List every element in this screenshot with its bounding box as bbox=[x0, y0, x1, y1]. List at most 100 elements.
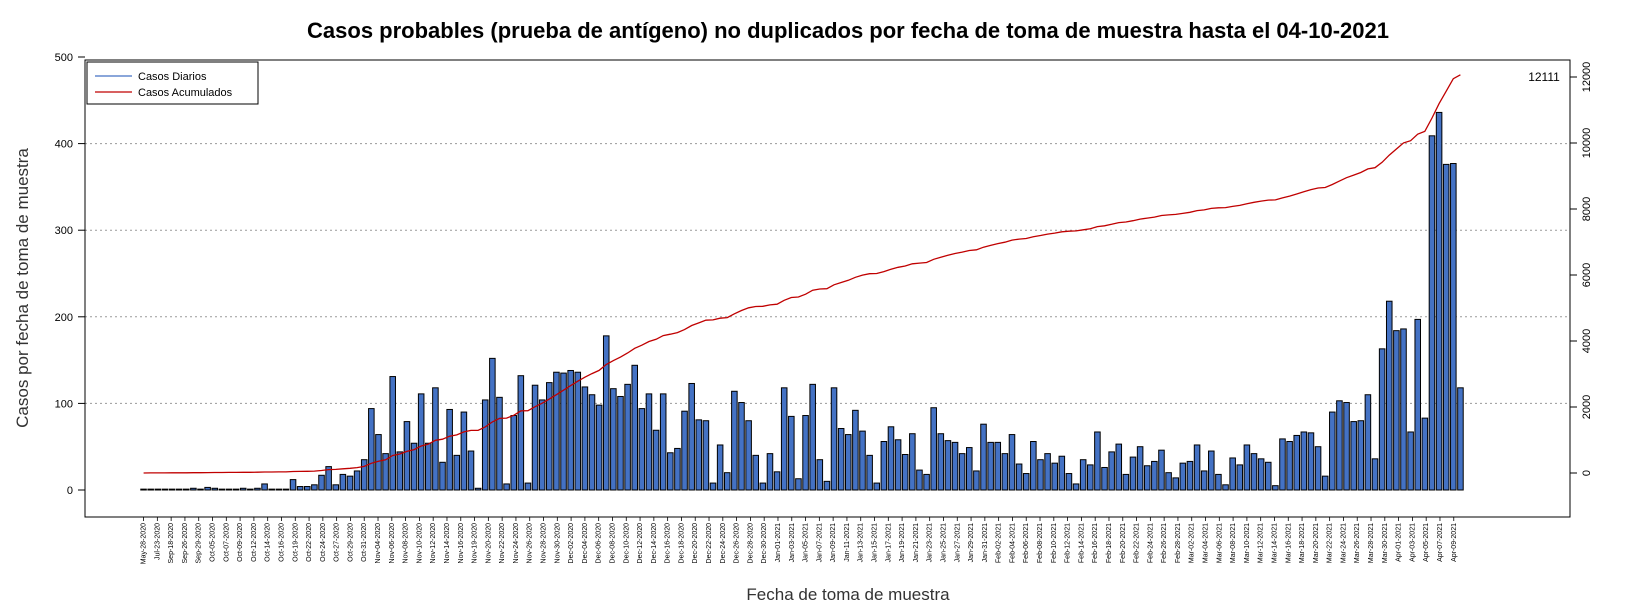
bar bbox=[1357, 420, 1365, 491]
x-tick-label: Mar-14-2021 bbox=[1271, 523, 1278, 563]
bar bbox=[745, 420, 752, 491]
x-tick-label: Feb-06-2021 bbox=[1023, 523, 1030, 563]
x-tick-label: Nov-16-2020 bbox=[458, 523, 465, 564]
bar bbox=[766, 453, 774, 491]
x-tick-label: Jan-03-2021 bbox=[789, 523, 796, 562]
x-tick-label: Nov-26-2020 bbox=[527, 523, 534, 564]
bar bbox=[617, 395, 624, 491]
bar bbox=[1215, 473, 1222, 491]
bar bbox=[859, 430, 866, 491]
y-axis-title: Casos por fecha de toma de muestra bbox=[13, 148, 32, 428]
bar bbox=[1400, 328, 1407, 491]
bar bbox=[1364, 394, 1372, 491]
bar bbox=[1072, 483, 1080, 491]
bar bbox=[1001, 453, 1009, 491]
bar bbox=[546, 382, 553, 491]
x-tick-label: Jan-13-2021 bbox=[858, 523, 865, 562]
bar bbox=[140, 488, 147, 491]
x-tick-label: Jul-23-2020 bbox=[154, 523, 161, 560]
bar bbox=[1115, 443, 1123, 491]
bar bbox=[432, 387, 439, 491]
bar bbox=[410, 442, 418, 491]
bar bbox=[360, 459, 368, 491]
bar bbox=[1279, 438, 1286, 491]
bar bbox=[1008, 434, 1016, 491]
x-tick-label: Dec-08-2020 bbox=[609, 523, 616, 564]
bar bbox=[460, 411, 468, 491]
bar bbox=[816, 459, 824, 491]
legend-box bbox=[86, 61, 259, 105]
x-tick-label: Oct-31-2020 bbox=[361, 523, 368, 562]
bar bbox=[681, 410, 688, 491]
bar bbox=[1108, 451, 1115, 491]
cumulative-line-series bbox=[143, 74, 1461, 474]
bar bbox=[524, 482, 532, 491]
bar bbox=[723, 472, 731, 491]
bar bbox=[1414, 318, 1422, 491]
y-tick-label: 200 bbox=[55, 312, 73, 324]
x-tick-label: Jan-01-2021 bbox=[775, 523, 782, 562]
bar bbox=[304, 486, 311, 491]
x-tick-label: Mar-10-2021 bbox=[1244, 523, 1251, 563]
bar bbox=[1286, 441, 1293, 491]
bar bbox=[1015, 463, 1023, 491]
y2-tick-label: 10000 bbox=[1581, 128, 1593, 159]
bar bbox=[1051, 462, 1058, 491]
bar bbox=[1158, 449, 1165, 491]
bar bbox=[261, 483, 268, 491]
bar bbox=[510, 415, 517, 491]
bar bbox=[1343, 402, 1350, 491]
bar bbox=[389, 376, 396, 491]
bar bbox=[1087, 464, 1094, 491]
bar bbox=[1272, 485, 1279, 491]
x-tick-label: Mar-26-2021 bbox=[1354, 523, 1361, 563]
bar bbox=[254, 487, 261, 491]
bar bbox=[1193, 444, 1201, 491]
bar bbox=[852, 409, 859, 491]
bar bbox=[667, 452, 674, 491]
bar bbox=[332, 484, 340, 491]
bar bbox=[1122, 473, 1130, 491]
bar bbox=[168, 488, 176, 491]
x-tick-label: Feb-14-2021 bbox=[1078, 523, 1085, 563]
bar bbox=[1022, 473, 1030, 491]
x-tick-label: Nov-28-2020 bbox=[541, 523, 548, 564]
bar bbox=[425, 442, 432, 491]
y-axis-right: 0 2000 4000 6000 8000 10000 12000 bbox=[1570, 62, 1593, 476]
bar bbox=[602, 335, 610, 491]
bar bbox=[958, 453, 966, 491]
bar bbox=[1371, 458, 1379, 491]
bar bbox=[396, 451, 404, 491]
cumulative-line bbox=[143, 74, 1461, 474]
x-tick-label: Mar-24-2021 bbox=[1340, 523, 1347, 563]
bar bbox=[503, 483, 510, 491]
bar bbox=[1421, 417, 1429, 491]
x-tick-label: Sep-26-2020 bbox=[182, 523, 189, 564]
x-tick-label: Nov-24-2020 bbox=[513, 523, 520, 564]
bar bbox=[731, 390, 738, 491]
x-tick-label: Oct-27-2020 bbox=[334, 523, 341, 562]
bar bbox=[788, 415, 795, 491]
x-tick-label: Jan-31-2021 bbox=[982, 523, 989, 562]
x-tick-label: Mar-04-2021 bbox=[1203, 523, 1210, 563]
bar bbox=[595, 404, 603, 491]
x-tick-label: Apr-07-2021 bbox=[1437, 523, 1444, 562]
bar bbox=[1186, 460, 1194, 491]
x-tick-label: Oct-05-2020 bbox=[210, 523, 217, 562]
bar bbox=[1129, 456, 1137, 491]
bar bbox=[161, 488, 169, 491]
bar bbox=[1428, 135, 1436, 491]
bar bbox=[1329, 411, 1336, 491]
bar bbox=[795, 478, 802, 491]
bar bbox=[1222, 484, 1229, 491]
x-tick-label: Sep-18-2020 bbox=[168, 523, 175, 564]
bar bbox=[1101, 466, 1108, 491]
x-tick-label: Dec-30-2020 bbox=[761, 523, 768, 564]
bar bbox=[218, 488, 226, 491]
chart-title: Casos probables (prueba de antígeno) no … bbox=[307, 18, 1389, 43]
x-tick-label: Oct-07-2020 bbox=[223, 523, 230, 562]
x-tick-label: Oct-12-2020 bbox=[251, 523, 258, 562]
bar bbox=[353, 470, 361, 491]
x-tick-label: Feb-02-2021 bbox=[996, 523, 1003, 563]
bar bbox=[182, 488, 190, 491]
